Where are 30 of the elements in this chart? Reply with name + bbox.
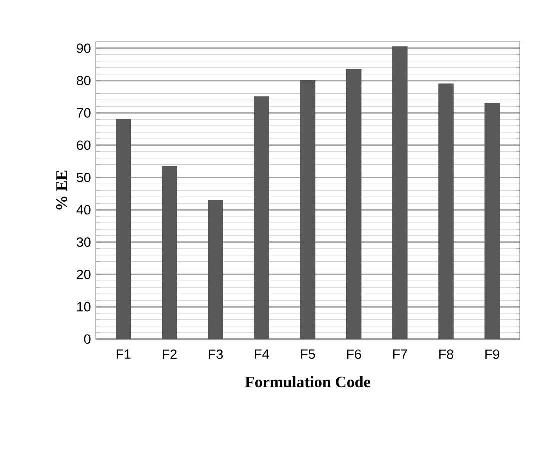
- bar: [162, 166, 178, 340]
- y-tick-label: 70: [77, 108, 91, 118]
- bar: [346, 69, 362, 340]
- y-tick-label: 90: [77, 44, 91, 54]
- y-tick-label: 40: [76, 205, 91, 215]
- y-tick-label: 20: [77, 270, 91, 280]
- bar: [300, 80, 316, 340]
- x-tick-label: F4: [255, 350, 270, 359]
- bar: [208, 200, 224, 340]
- x-tick-label: F3: [209, 350, 224, 360]
- y-tick-label: 60: [77, 140, 91, 150]
- x-axis-title: Formulation Code: [245, 376, 370, 388]
- x-tick-label: F8: [440, 350, 454, 360]
- bar: [484, 103, 500, 340]
- x-tick-label: F7: [393, 350, 408, 359]
- y-tick-label: 0: [84, 334, 91, 344]
- x-tick-label: F9: [486, 350, 500, 360]
- y-tick-label: 50: [77, 173, 91, 182]
- bar: [254, 96, 270, 340]
- x-tick-label: F2: [163, 350, 177, 360]
- bar: [392, 46, 408, 340]
- x-tick-label: F1: [116, 350, 131, 359]
- y-tick-label: 80: [77, 76, 91, 86]
- bar: [438, 84, 454, 340]
- y-tick-label: 10: [77, 302, 91, 312]
- x-tick-label: F6: [347, 350, 362, 360]
- bar: [116, 119, 132, 340]
- y-axis-title: % EE: [56, 170, 68, 210]
- x-tick-label: F5: [301, 350, 316, 360]
- y-tick-label: 30: [76, 238, 91, 248]
